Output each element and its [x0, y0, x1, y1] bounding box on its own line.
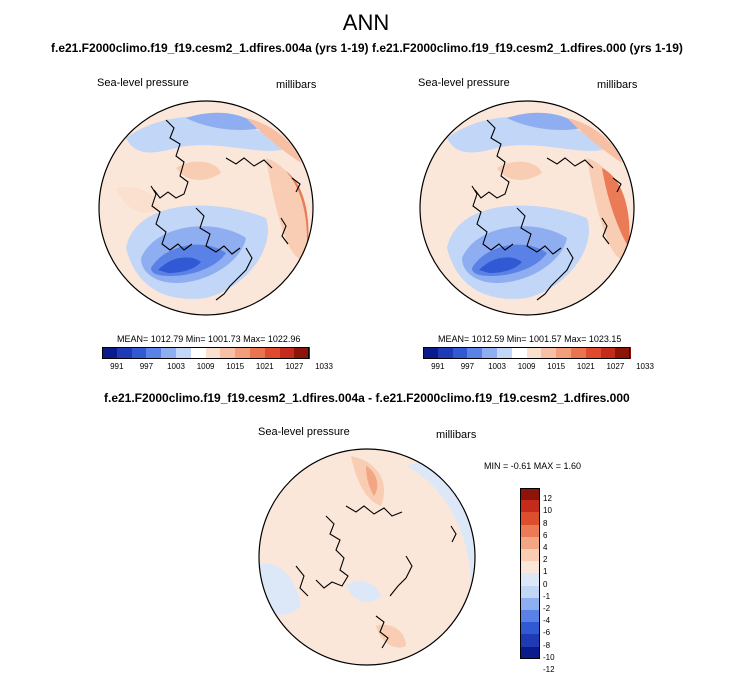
diff-colorbar-swatch [520, 549, 540, 562]
panel1-colorbar-swatch [220, 347, 236, 359]
panel1-colorbar-tick-label: 1003 [167, 362, 185, 371]
panel2-colorbar-swatch [556, 347, 572, 359]
panel1-colorbar-swatch [235, 347, 251, 359]
panel2-colorbar-swatch [482, 347, 498, 359]
diff-colorbar-tick-label: 1 [543, 567, 548, 577]
panel1-polar-map [98, 100, 314, 316]
panel1-stats: MEAN= 1012.79 Min= 1001.73 Max= 1022.96 [117, 334, 301, 344]
diff-colorbar-tick-label: -2 [543, 604, 551, 613]
diff-colorbar-tick-label: 4 [543, 543, 548, 552]
diff-colorbar-tick-label: -1 [543, 591, 551, 601]
panel2-colorbar-swatch [615, 347, 631, 359]
panel1-colorbar-swatch [190, 347, 207, 359]
panel2-colorbar-swatch [452, 347, 468, 359]
panel1-title: f.e21.F2000climo.f19_f19.cesm2_1.dfires.… [51, 41, 369, 55]
panel1-colorbar-swatch [294, 347, 310, 359]
panel1-colorbar-swatch [205, 347, 221, 359]
panel2-colorbar-swatch [585, 347, 602, 359]
panel2-colorbar-swatch [511, 347, 528, 359]
diff-colorbar-tick-label: -12 [543, 665, 555, 674]
diff-units-label: millibars [436, 429, 477, 441]
panel1-colorbar-swatch [102, 347, 118, 359]
panel2-colorbar-tick-label: 1033 [636, 362, 654, 371]
panel2-variable-label: Sea-level pressure [418, 77, 510, 89]
panel1-colorbar-tick-label: 1009 [196, 362, 215, 371]
panel1-colorbar-tick-label: 1015 [226, 362, 245, 371]
diff-polar-map [258, 448, 476, 666]
panel2-colorbar-swatch [467, 347, 483, 359]
panel1-colorbar-swatch [279, 347, 295, 359]
diff-colorbar-swatch [520, 500, 540, 513]
panel1-colorbar-tick-label: 1027 [285, 362, 304, 371]
diff-colorbar-swatch [520, 488, 540, 501]
main-title: ANN [342, 10, 390, 35]
diff-colorbar-tick-label: -4 [543, 616, 551, 626]
diff-stats: MIN = -0.61 MAX = 1.60 [484, 461, 582, 471]
panel2-colorbar-swatch [423, 347, 439, 359]
panel1-variable-label: Sea-level pressure [97, 77, 189, 89]
diff-colorbar-tick-label: 2 [543, 555, 548, 565]
panel2-colorbar-tick-label: 1015 [547, 362, 566, 371]
panel2-colorbar-tick-label: 997 [460, 362, 475, 371]
diff-variable-label: Sea-level pressure [258, 426, 350, 438]
panel1-colorbar-frame [102, 347, 310, 359]
panel2-colorbar-tick-label: 1021 [576, 362, 595, 371]
diff-colorbar-swatch [520, 524, 540, 538]
panel2-colorbar-swatch [571, 347, 587, 359]
diff-colorbar-tick-label: 12 [543, 494, 552, 504]
diff-colorbar-swatch [520, 561, 540, 574]
diff-colorbar-swatch [520, 536, 540, 550]
diff-colorbar-tick-label: -6 [543, 628, 551, 638]
panel2-colorbar-swatch [600, 347, 616, 359]
panel2-colorbar-tick-label: 1027 [606, 362, 625, 371]
panel2-colorbar-swatch [497, 347, 513, 359]
panel1-colorbar-tick-label: 997 [139, 362, 154, 371]
diff-colorbar-tick-label: 0 [543, 579, 548, 589]
diff-colorbar-tick-label: 6 [543, 530, 548, 540]
panel2-stats: MEAN= 1012.59 Min= 1001.57 Max= 1023.15 [438, 334, 622, 344]
panel2-colorbar-tick-label: 1009 [517, 362, 536, 371]
panel1-colorbar-swatch [264, 347, 281, 359]
panel1-colorbar-swatch [131, 347, 147, 359]
panel2-title: f.e21.F2000climo.f19_f19.cesm2_1.dfires.… [372, 41, 683, 55]
panel1-colorbar-swatch [250, 347, 266, 359]
diff-colorbar-swatch [520, 646, 540, 660]
diff-colorbar-swatch [520, 597, 540, 611]
panel1-colorbar-tick-label: 1021 [255, 362, 274, 371]
panel1-colorbar-tick-label: 991 [110, 362, 124, 371]
panel1-colorbar-tick-label: 1033 [315, 362, 333, 371]
diff-colorbar-tick-label: 8 [543, 518, 548, 528]
diff-colorbar-frame [520, 488, 540, 659]
panel2-colorbar-swatch [526, 347, 542, 359]
diff-colorbar-swatch [520, 573, 540, 587]
diff-colorbar-tick-label: -10 [543, 652, 555, 662]
diff-colorbar-swatch [520, 610, 540, 623]
diff-colorbar-swatch [520, 634, 540, 648]
panel2-polar-map [419, 100, 635, 316]
panel2-colorbar-frame [423, 347, 631, 359]
panel2-colorbar-swatch [437, 347, 454, 359]
diff-colorbar-swatch [520, 585, 540, 599]
panel1-colorbar-swatch [176, 347, 192, 359]
panel1-colorbar-swatch [161, 347, 177, 359]
diff-title: f.e21.F2000climo.f19_f19.cesm2_1.dfires.… [104, 391, 630, 405]
panel2-units-label: millibars [597, 79, 638, 91]
panel2-colorbar-tick-label: 991 [431, 362, 445, 371]
diff-colorbar-swatch [520, 512, 540, 526]
panel1-colorbar-swatch [116, 347, 133, 359]
panel1-colorbar-swatch [146, 347, 162, 359]
diff-colorbar-swatch [520, 622, 540, 635]
diff-colorbar-tick-label: -8 [543, 640, 551, 650]
panel1-units-label: millibars [276, 79, 317, 91]
panel2-colorbar-swatch [541, 347, 557, 359]
diff-colorbar-tick-label: 10 [543, 506, 552, 516]
panel2-colorbar-tick-label: 1003 [488, 362, 506, 371]
